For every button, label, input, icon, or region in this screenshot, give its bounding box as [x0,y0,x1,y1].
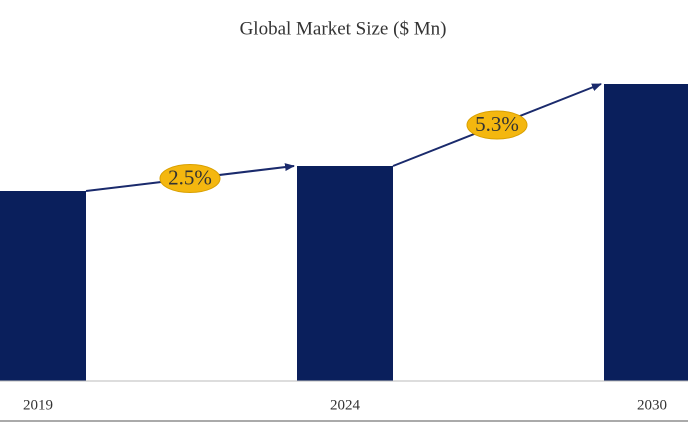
cagr-badge [159,164,221,193]
cagr-label: 5.3% [475,112,519,136]
x-tick-label: 2030 [637,397,667,413]
chart-title: Global Market Size ($ Mn) [240,18,447,39]
bar [0,191,86,381]
bar [604,84,688,381]
cagr-badge [466,110,528,140]
cagr-label: 2.5% [168,165,212,189]
bar [297,166,393,381]
x-tick-label: 2019 [23,397,53,413]
x-tick-label: 2024 [330,397,361,413]
